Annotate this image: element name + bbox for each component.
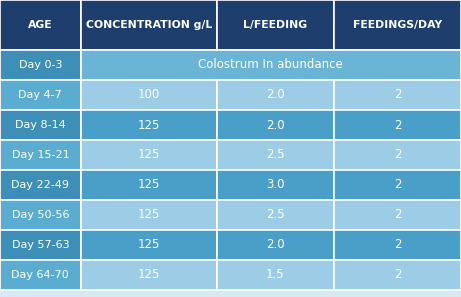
Text: 2: 2 [394,148,402,162]
Bar [217,260,334,290]
Text: 125: 125 [137,208,160,222]
Bar [334,260,461,290]
Bar [217,140,334,170]
Bar [334,170,461,200]
Text: 2.5: 2.5 [266,208,285,222]
Text: 3.0: 3.0 [266,178,285,192]
Bar [81,260,217,290]
Bar [217,80,334,110]
Text: CONCENTRATION g/L: CONCENTRATION g/L [86,20,212,30]
Text: 125: 125 [137,178,160,192]
Text: Day 15-21: Day 15-21 [12,150,69,160]
Bar [0,170,81,200]
Text: 2: 2 [394,178,402,192]
Text: 2.5: 2.5 [266,148,285,162]
Bar [0,200,81,230]
Text: 125: 125 [137,119,160,132]
Text: Day 4-7: Day 4-7 [18,90,62,100]
Text: 125: 125 [137,238,160,252]
Text: Day 57-63: Day 57-63 [12,240,69,250]
Bar [334,80,461,110]
Text: 2: 2 [394,238,402,252]
Bar [81,200,217,230]
Bar [81,110,217,140]
Bar [0,110,81,140]
Text: 1.5: 1.5 [266,268,285,282]
Bar [334,200,461,230]
Bar [81,0,217,50]
Bar [81,230,217,260]
Bar [0,140,81,170]
Bar [334,230,461,260]
Text: 100: 100 [137,89,160,102]
Text: 2: 2 [394,268,402,282]
Bar [217,110,334,140]
Bar [81,170,217,200]
Text: 2.0: 2.0 [266,238,285,252]
Text: Day 22-49: Day 22-49 [12,180,69,190]
Text: 2: 2 [394,208,402,222]
Text: L/FEEDING: L/FEEDING [243,20,307,30]
Bar [0,50,81,80]
Text: 125: 125 [137,148,160,162]
Text: 2.0: 2.0 [266,89,285,102]
Text: Day 8-14: Day 8-14 [15,120,66,130]
Text: Day 0-3: Day 0-3 [18,60,62,70]
Text: Day 64-70: Day 64-70 [12,270,69,280]
Bar [217,0,334,50]
Bar [0,0,81,50]
Text: 125: 125 [137,268,160,282]
Bar [217,230,334,260]
Bar [217,200,334,230]
Bar [0,260,81,290]
Text: 2.0: 2.0 [266,119,285,132]
Text: Day 50-56: Day 50-56 [12,210,69,220]
Text: FEEDINGS/DAY: FEEDINGS/DAY [353,20,442,30]
Bar [217,170,334,200]
Bar [334,0,461,50]
Bar [334,110,461,140]
Text: 2: 2 [394,119,402,132]
Bar [81,50,461,80]
Bar [0,80,81,110]
Bar [334,140,461,170]
Text: 2: 2 [394,89,402,102]
Text: AGE: AGE [28,20,53,30]
Bar [0,230,81,260]
Bar [81,140,217,170]
Bar [81,80,217,110]
Text: Colostrum In abundance: Colostrum In abundance [199,59,343,72]
